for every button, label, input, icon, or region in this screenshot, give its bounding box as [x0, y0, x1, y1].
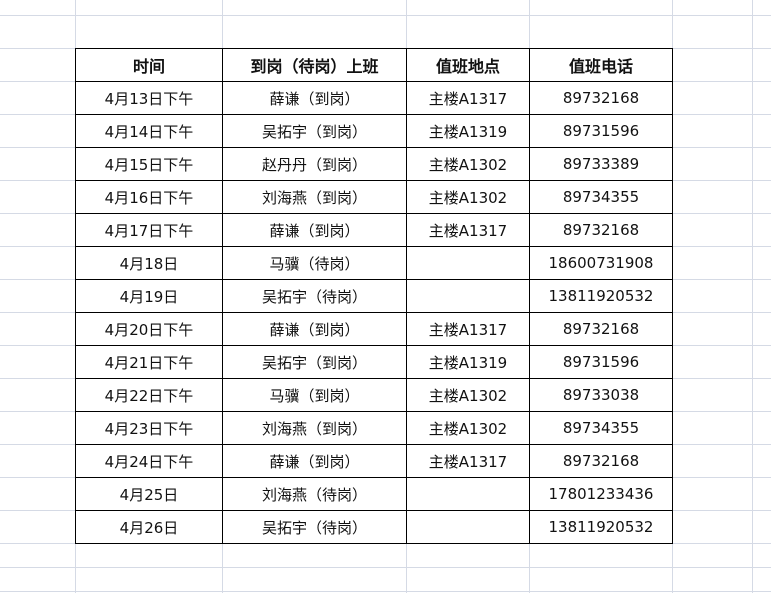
- cell-location[interactable]: [406, 477, 530, 511]
- cell-location[interactable]: 主楼A1302: [406, 147, 530, 181]
- table-row: 4月24日下午 薛谦（到岗） 主楼A1317 89732168: [75, 444, 673, 478]
- cell-location[interactable]: 主楼A1302: [406, 180, 530, 214]
- cell-staff[interactable]: 吴拓宇（待岗）: [222, 510, 407, 544]
- cell-time[interactable]: 4月13日下午: [75, 81, 223, 115]
- cell-staff[interactable]: 赵丹丹（到岗）: [222, 147, 407, 181]
- cell-phone[interactable]: 89733038: [529, 378, 673, 412]
- cell-phone[interactable]: 89732168: [529, 213, 673, 247]
- header-location[interactable]: 值班地点: [406, 48, 530, 82]
- cell-staff[interactable]: 刘海燕（待岗）: [222, 477, 407, 511]
- cell-time[interactable]: 4月16日下午: [75, 180, 223, 214]
- header-time[interactable]: 时间: [75, 48, 223, 82]
- cell-time[interactable]: 4月14日下午: [75, 114, 223, 148]
- cell-time[interactable]: 4月23日下午: [75, 411, 223, 445]
- cell-location[interactable]: 主楼A1302: [406, 411, 530, 445]
- cell-staff[interactable]: 刘海燕（到岗）: [222, 180, 407, 214]
- cell-location[interactable]: 主楼A1317: [406, 81, 530, 115]
- cell-time[interactable]: 4月20日下午: [75, 312, 223, 346]
- table-row: 4月17日下午 薛谦（到岗） 主楼A1317 89732168: [75, 213, 673, 247]
- duty-schedule-table: 时间 到岗（待岗）上班 值班地点 值班电话 4月13日下午 薛谦（到岗） 主楼A13…: [75, 48, 673, 544]
- table-row: 4月20日下午 薛谦（到岗） 主楼A1317 89732168: [75, 312, 673, 346]
- cell-location[interactable]: [406, 246, 530, 280]
- cell-phone[interactable]: 18600731908: [529, 246, 673, 280]
- table-row: 4月26日 吴拓宇（待岗） 13811920532: [75, 510, 673, 544]
- header-phone[interactable]: 值班电话: [529, 48, 673, 82]
- cell-time[interactable]: 4月19日: [75, 279, 223, 313]
- cell-staff[interactable]: 薛谦（到岗）: [222, 213, 407, 247]
- gridline-horizontal: [0, 15, 771, 16]
- gridline-horizontal: [0, 591, 771, 592]
- cell-location[interactable]: 主楼A1319: [406, 114, 530, 148]
- cell-time[interactable]: 4月24日下午: [75, 444, 223, 478]
- table-row: 4月19日 吴拓宇（待岗） 13811920532: [75, 279, 673, 313]
- table-row: 4月23日下午 刘海燕（到岗） 主楼A1302 89734355: [75, 411, 673, 445]
- cell-location[interactable]: [406, 279, 530, 313]
- cell-phone[interactable]: 89732168: [529, 81, 673, 115]
- cell-location[interactable]: 主楼A1317: [406, 312, 530, 346]
- cell-phone[interactable]: 89732168: [529, 444, 673, 478]
- cell-time[interactable]: 4月25日: [75, 477, 223, 511]
- cell-location[interactable]: 主楼A1317: [406, 444, 530, 478]
- cell-phone[interactable]: 89733389: [529, 147, 673, 181]
- cell-staff[interactable]: 薛谦（到岗）: [222, 444, 407, 478]
- cell-staff[interactable]: 吴拓宇（到岗）: [222, 345, 407, 379]
- cell-staff[interactable]: 薛谦（到岗）: [222, 81, 407, 115]
- cell-time[interactable]: 4月26日: [75, 510, 223, 544]
- cell-phone[interactable]: 13811920532: [529, 279, 673, 313]
- table-row: 4月22日下午 马骥（到岗） 主楼A1302 89733038: [75, 378, 673, 412]
- cell-time[interactable]: 4月21日下午: [75, 345, 223, 379]
- cell-phone[interactable]: 13811920532: [529, 510, 673, 544]
- cell-staff[interactable]: 吴拓宇（到岗）: [222, 114, 407, 148]
- cell-time[interactable]: 4月17日下午: [75, 213, 223, 247]
- gridline-vertical: [752, 0, 753, 593]
- table-row: 4月15日下午 赵丹丹（到岗） 主楼A1302 89733389: [75, 147, 673, 181]
- cell-phone[interactable]: 89734355: [529, 180, 673, 214]
- table-row: 4月13日下午 薛谦（到岗） 主楼A1317 89732168: [75, 81, 673, 115]
- cell-time[interactable]: 4月22日下午: [75, 378, 223, 412]
- cell-location[interactable]: [406, 510, 530, 544]
- cell-staff[interactable]: 马骥（待岗）: [222, 246, 407, 280]
- table-row: 4月18日 马骥（待岗） 18600731908: [75, 246, 673, 280]
- header-row: 时间 到岗（待岗）上班 值班地点 值班电话: [75, 48, 673, 82]
- cell-staff[interactable]: 吴拓宇（待岗）: [222, 279, 407, 313]
- cell-phone[interactable]: 89731596: [529, 345, 673, 379]
- cell-location[interactable]: 主楼A1319: [406, 345, 530, 379]
- cell-staff[interactable]: 薛谦（到岗）: [222, 312, 407, 346]
- cell-location[interactable]: 主楼A1302: [406, 378, 530, 412]
- cell-time[interactable]: 4月15日下午: [75, 147, 223, 181]
- header-staff[interactable]: 到岗（待岗）上班: [222, 48, 407, 82]
- cell-phone[interactable]: 89731596: [529, 114, 673, 148]
- cell-location[interactable]: 主楼A1317: [406, 213, 530, 247]
- gridline-horizontal: [0, 567, 771, 568]
- cell-staff[interactable]: 刘海燕（到岗）: [222, 411, 407, 445]
- table-row: 4月21日下午 吴拓宇（到岗） 主楼A1319 89731596: [75, 345, 673, 379]
- cell-phone[interactable]: 89732168: [529, 312, 673, 346]
- table-row: 4月16日下午 刘海燕（到岗） 主楼A1302 89734355: [75, 180, 673, 214]
- cell-phone[interactable]: 17801233436: [529, 477, 673, 511]
- cell-staff[interactable]: 马骥（到岗）: [222, 378, 407, 412]
- table-row: 4月14日下午 吴拓宇（到岗） 主楼A1319 89731596: [75, 114, 673, 148]
- cell-phone[interactable]: 89734355: [529, 411, 673, 445]
- table-row: 4月25日 刘海燕（待岗） 17801233436: [75, 477, 673, 511]
- cell-time[interactable]: 4月18日: [75, 246, 223, 280]
